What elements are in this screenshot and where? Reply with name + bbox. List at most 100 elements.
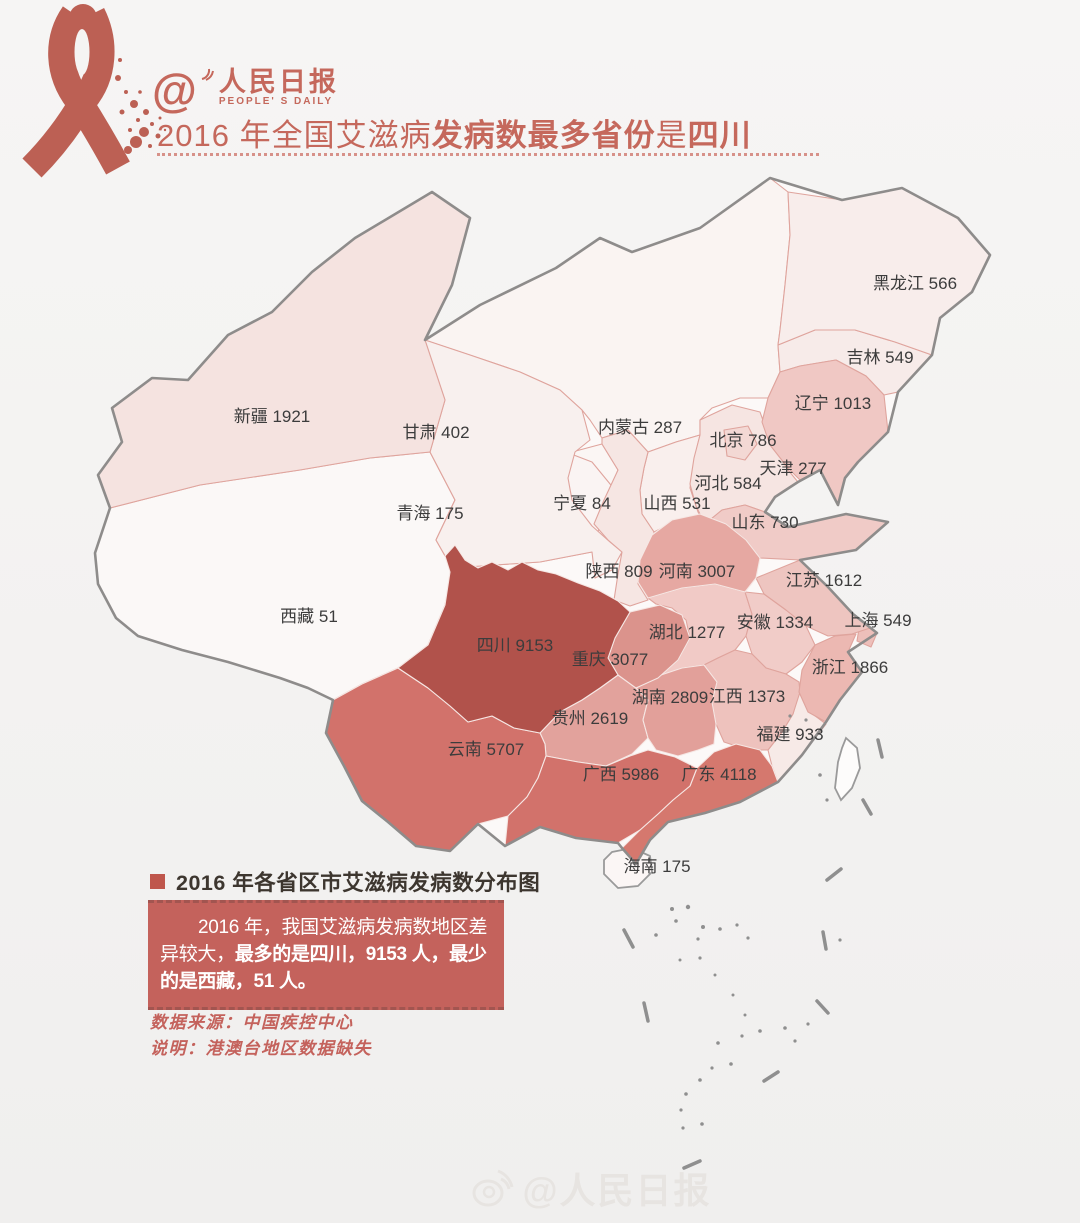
sea-island-dot bbox=[713, 973, 717, 977]
province-hunan bbox=[635, 664, 718, 757]
sea-island-dot bbox=[758, 1029, 762, 1033]
province-shaanxi bbox=[593, 429, 655, 607]
sea-island-dot bbox=[735, 923, 739, 927]
logo-en-text: PEOPLE' S DAILY bbox=[218, 96, 334, 107]
sea-island-dot bbox=[700, 1122, 704, 1126]
province-label-tianjin: 天津 277 bbox=[759, 459, 826, 478]
province-label-zhejiang: 浙江 1866 bbox=[812, 658, 889, 677]
province-label-guangdong: 广东 4118 bbox=[681, 765, 756, 784]
province-label-hainan: 海南 175 bbox=[623, 857, 690, 876]
sea-island-dot bbox=[701, 925, 705, 929]
province-label-shandong: 山东 730 bbox=[731, 513, 798, 532]
sea-island-dot bbox=[654, 933, 658, 937]
sea-island-dot bbox=[716, 1041, 720, 1045]
province-label-jiangsu: 江苏 1612 bbox=[786, 571, 863, 590]
sea-island-dot bbox=[670, 907, 674, 911]
province-label-guangxi: 广西 5986 bbox=[583, 765, 660, 784]
sea-island-dot bbox=[838, 938, 842, 942]
sea-dash-mark bbox=[622, 928, 635, 949]
china-outline bbox=[93, 176, 992, 866]
sea-island-dot bbox=[710, 1066, 714, 1070]
province-label-sichuan: 四川 9153 bbox=[477, 636, 554, 655]
province-guangxi bbox=[504, 749, 698, 847]
province-label-anhui: 安徽 1334 bbox=[737, 613, 814, 632]
sea-island-dot bbox=[729, 1062, 733, 1066]
province-beijing bbox=[723, 425, 758, 461]
province-label-liaoning: 辽宁 1013 bbox=[795, 394, 872, 413]
logo-cn-text: 人民日报 bbox=[218, 67, 339, 97]
weibo-eye-icon bbox=[472, 1169, 514, 1207]
peoples-daily-logo: @ 人民日报 PEOPLE' S DAILY bbox=[152, 66, 339, 113]
sea-island-dot bbox=[818, 773, 822, 777]
province-sichuan bbox=[397, 544, 631, 734]
source-notes: 数据来源：中国疾控中心 说明：港澳台地区数据缺失 bbox=[150, 1010, 372, 1062]
province-label-shaanxi: 陕西 809 bbox=[585, 562, 652, 581]
sea-dash-mark bbox=[825, 867, 843, 882]
province-heilongjiang bbox=[777, 187, 991, 356]
sea-island-dot bbox=[698, 956, 702, 960]
province-label-xizang: 西藏 51 bbox=[280, 607, 338, 626]
logo-signal-icon bbox=[199, 66, 215, 87]
sea-island-dot bbox=[746, 936, 750, 940]
province-label-beijing: 北京 786 bbox=[709, 431, 776, 450]
province-label-yunnan: 云南 5707 bbox=[448, 740, 525, 759]
province-label-jiangxi: 江西 1373 bbox=[709, 687, 786, 706]
province-label-gansu: 甘肃 402 bbox=[402, 423, 469, 442]
title-underline bbox=[157, 153, 819, 156]
sea-island-dot bbox=[806, 1022, 810, 1026]
province-label-shanxi: 山西 531 bbox=[643, 494, 710, 513]
summary-note-text: 2016 年，我国艾滋病发病数地区差异较大，最多的是四川，9153 人，最少的是… bbox=[160, 917, 488, 992]
province-label-chongqing: 重庆 3077 bbox=[572, 650, 649, 669]
sea-island-dot bbox=[731, 993, 735, 997]
data-source-line: 数据来源：中国疾控中心 bbox=[150, 1013, 354, 1032]
sea-island-dot bbox=[783, 1026, 787, 1030]
sea-island-dot bbox=[788, 714, 792, 718]
sea-island-dot bbox=[679, 1108, 683, 1112]
sea-island-dot bbox=[684, 1092, 688, 1096]
sea-island-dot bbox=[674, 919, 678, 923]
province-label-xinjiang: 新疆 1921 bbox=[234, 407, 311, 426]
province-label-hubei: 湖北 1277 bbox=[649, 623, 726, 642]
province-henan bbox=[637, 513, 761, 599]
province-label-qinghai: 青海 175 bbox=[396, 504, 463, 523]
sea-island-dot bbox=[825, 798, 829, 802]
province-label-hunan: 湖南 2809 bbox=[632, 688, 709, 707]
aids-ribbon-icon bbox=[22, 4, 167, 178]
sea-island-dot bbox=[698, 1078, 702, 1082]
sea-island-dot bbox=[681, 1126, 685, 1130]
sea-islands-layer bbox=[622, 714, 884, 1170]
sea-island-dot bbox=[804, 718, 808, 722]
sea-dash-mark bbox=[861, 798, 873, 816]
legend-title: 2016 年各省区市艾滋病发病数分布图 bbox=[176, 871, 541, 895]
sea-island-dot bbox=[696, 937, 700, 941]
sea-dash-mark bbox=[762, 1070, 780, 1083]
sea-dash-mark bbox=[815, 999, 830, 1015]
province-label-shanghai: 上海 549 bbox=[844, 611, 911, 630]
disclaimer-line: 说明：港澳台地区数据缺失 bbox=[150, 1039, 372, 1058]
sea-island-dot bbox=[718, 927, 722, 931]
province-label-neimenggu: 内蒙古 287 bbox=[598, 418, 682, 437]
sea-island-dot bbox=[685, 904, 691, 910]
sea-dash-mark bbox=[821, 930, 828, 951]
sea-island-dot bbox=[793, 1039, 797, 1043]
sea-island-dot bbox=[743, 1013, 747, 1017]
province-label-heilongjiang: 黑龙江 566 bbox=[873, 274, 957, 293]
legend-row: 2016 年各省区市艾滋病发病数分布图 bbox=[150, 866, 540, 897]
legend-marker-icon bbox=[150, 874, 165, 889]
province-label-guizhou: 贵州 2619 bbox=[552, 709, 629, 728]
sea-island-dot bbox=[678, 958, 682, 962]
weibo-watermark: @人民日报 bbox=[400, 1162, 780, 1214]
province-label-ningxia: 宁夏 84 bbox=[553, 494, 611, 513]
watermark-text: @人民日报 bbox=[522, 1170, 712, 1211]
sea-island-dot bbox=[740, 1034, 744, 1038]
summary-note-box: 2016 年，我国艾滋病发病数地区差异较大，最多的是四川，9153 人，最少的是… bbox=[148, 900, 504, 1010]
page-title: 2016 年全国艾滋病发病数最多省份是四川 bbox=[157, 118, 752, 153]
province-label-henan: 河南 3007 bbox=[659, 562, 736, 581]
province-layer bbox=[94, 177, 991, 889]
province-label-jilin: 吉林 549 bbox=[846, 348, 913, 367]
taiwan-island bbox=[834, 736, 861, 802]
province-label-hebei: 河北 584 bbox=[694, 474, 761, 493]
province-labels-layer: 新疆 1921 西藏 51 青海 175 甘肃 402 内蒙古 287 宁夏 84 黑龙江 … bbox=[234, 274, 957, 876]
